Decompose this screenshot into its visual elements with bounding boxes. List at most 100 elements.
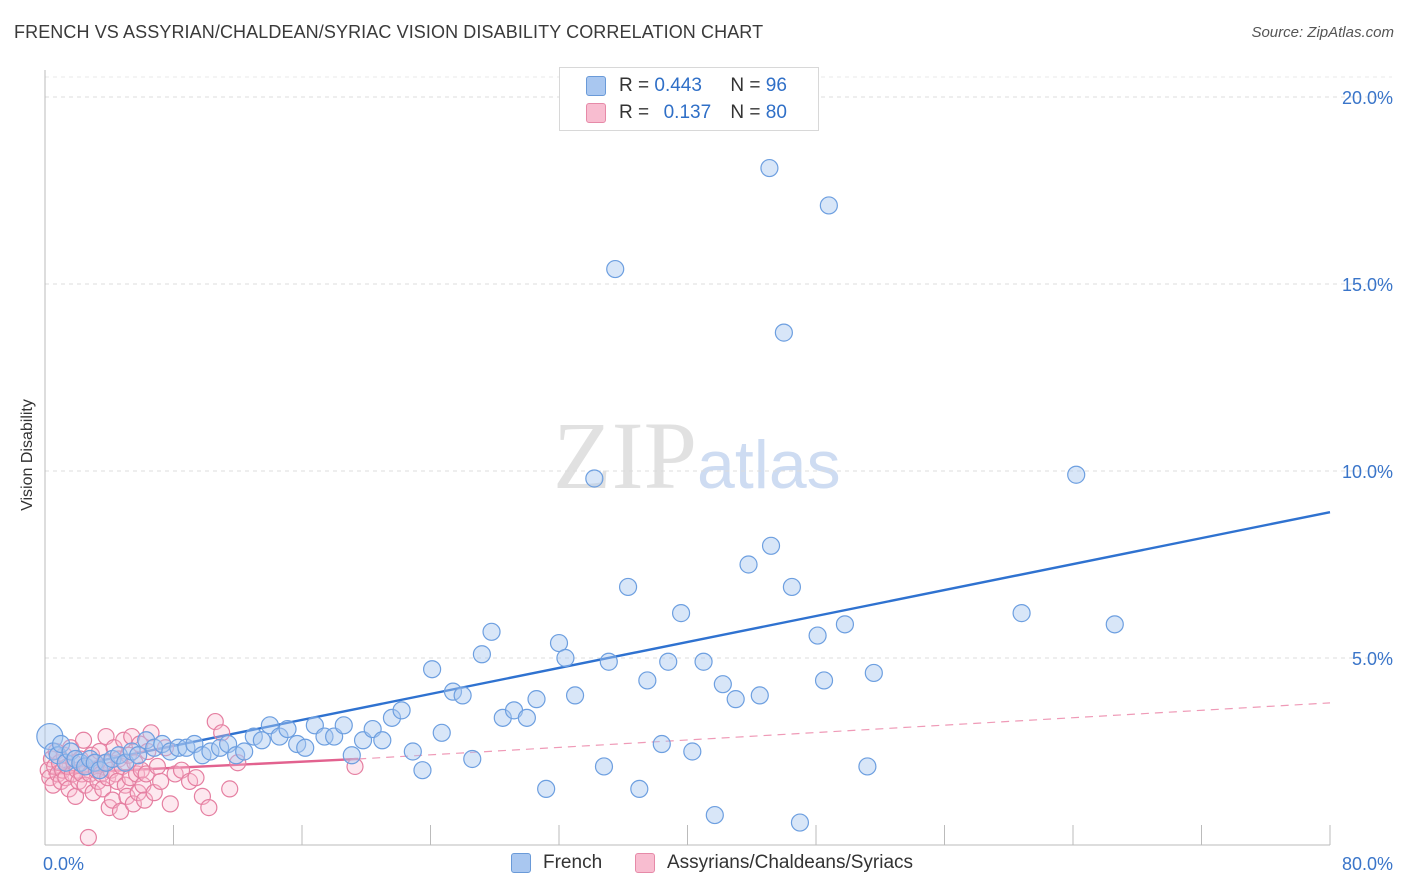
french-point [808, 626, 827, 645]
french-point [423, 660, 442, 679]
series-label-french: French [543, 852, 603, 873]
grid-lines [45, 76, 1392, 659]
assyrian-trend-line [48, 757, 359, 776]
assyrian-point [221, 780, 239, 798]
french-point [432, 723, 451, 742]
source-credit: Source: ZipAtlas.com [1251, 24, 1394, 41]
assyrian-point [79, 828, 97, 847]
series-swatch-assyrian [635, 853, 655, 873]
french-point [472, 645, 491, 664]
french-point [51, 734, 71, 754]
french-point [453, 686, 472, 705]
y-tick-label: 5.0% [1352, 649, 1393, 669]
y-tick-label: 10.0% [1342, 462, 1393, 482]
french-point [296, 738, 315, 757]
legend-r-value-assyrian: 0.137 [663, 102, 712, 123]
assyrian-point [229, 754, 247, 772]
french-point [814, 671, 834, 690]
french-point [683, 742, 702, 761]
legend-swatch-french [586, 76, 606, 96]
assyrian-point [213, 724, 231, 742]
legend-n-value-french: 96 [765, 75, 787, 96]
french-point [565, 686, 585, 705]
series-swatch-french [511, 853, 531, 873]
x-tick-label: 80.0% [1342, 854, 1393, 874]
french-point [652, 734, 671, 754]
legend-n-label: N = [730, 102, 761, 123]
french-point [726, 690, 745, 709]
french-point [694, 652, 713, 671]
french-point [373, 731, 392, 750]
french-point [835, 615, 855, 634]
french-point [594, 757, 614, 776]
french-point [537, 779, 556, 799]
series-label-assyrian: Assyrians/Chaldeans/Syriacs [667, 852, 914, 873]
legend-n-value-assyrian: 80 [765, 102, 787, 123]
french-point [858, 757, 877, 776]
legend-n-label: N = [730, 75, 761, 96]
french-point [129, 746, 148, 765]
french-point [760, 158, 779, 178]
french-point [819, 196, 838, 215]
french-point [1067, 465, 1086, 484]
x-tick-label: 0.0% [43, 854, 84, 874]
french-point [790, 813, 810, 832]
assyrian-point [346, 757, 364, 776]
french-point [671, 604, 691, 623]
french-point [1012, 604, 1031, 623]
trend-lines [48, 510, 1331, 776]
data-points [36, 158, 1124, 847]
assyrian-point [74, 731, 93, 749]
legend-swatch-assyrian [586, 103, 606, 123]
assyrian-point [84, 784, 102, 802]
tick-labels: 5.0% 10.0% 15.0% 20.0% 0.0% 80.0% [43, 88, 1393, 874]
french-point [739, 555, 758, 574]
french-point [556, 648, 575, 668]
french-point [56, 753, 75, 772]
series-legend: French Assyrians/Chaldeans/Syriacs [0, 852, 1406, 878]
french-point [618, 577, 638, 597]
french-point [315, 727, 334, 746]
french-point [235, 742, 254, 761]
french-point [774, 323, 793, 342]
french-point [549, 633, 569, 653]
assyrian-point [200, 798, 218, 817]
assyrian-point [148, 757, 167, 776]
axes [44, 70, 1331, 846]
assyrian-point [152, 772, 170, 791]
french-point [750, 686, 769, 705]
legend-r-value-french: 0.443 [654, 75, 702, 96]
watermark: ZIPatlas [553, 400, 841, 511]
french-point [761, 536, 781, 555]
french-point [334, 716, 353, 735]
legend-row-assyrian: R = 0.137 N = 80 [586, 100, 787, 126]
legend-row-french: R = 0.443 N = 96 [586, 73, 787, 99]
french-point [443, 682, 463, 701]
french-point [864, 663, 883, 683]
assyrian-point [44, 776, 62, 794]
french-trend-line [52, 510, 1331, 772]
french-point [413, 761, 432, 780]
french-point [90, 761, 109, 780]
french-point [527, 690, 546, 709]
french-point [392, 701, 411, 720]
french-point [482, 622, 501, 641]
french-point [1105, 615, 1124, 634]
series-legend-french: French [511, 852, 602, 874]
french-point [638, 671, 657, 690]
french-point [630, 779, 649, 799]
assyrian-point [124, 795, 142, 813]
french-point [599, 652, 618, 671]
legend-r-label: R = [619, 75, 650, 96]
legend-r-label: R = [619, 102, 650, 123]
watermark-atlas: atlas [697, 427, 841, 503]
watermark-zip: ZIP [553, 402, 697, 509]
french-point [659, 652, 678, 671]
french-point [782, 577, 802, 597]
french-point [585, 469, 604, 488]
y-tick-label: 20.0% [1342, 88, 1393, 108]
french-point [713, 675, 732, 694]
french-point [252, 731, 271, 750]
french-point [278, 719, 297, 739]
